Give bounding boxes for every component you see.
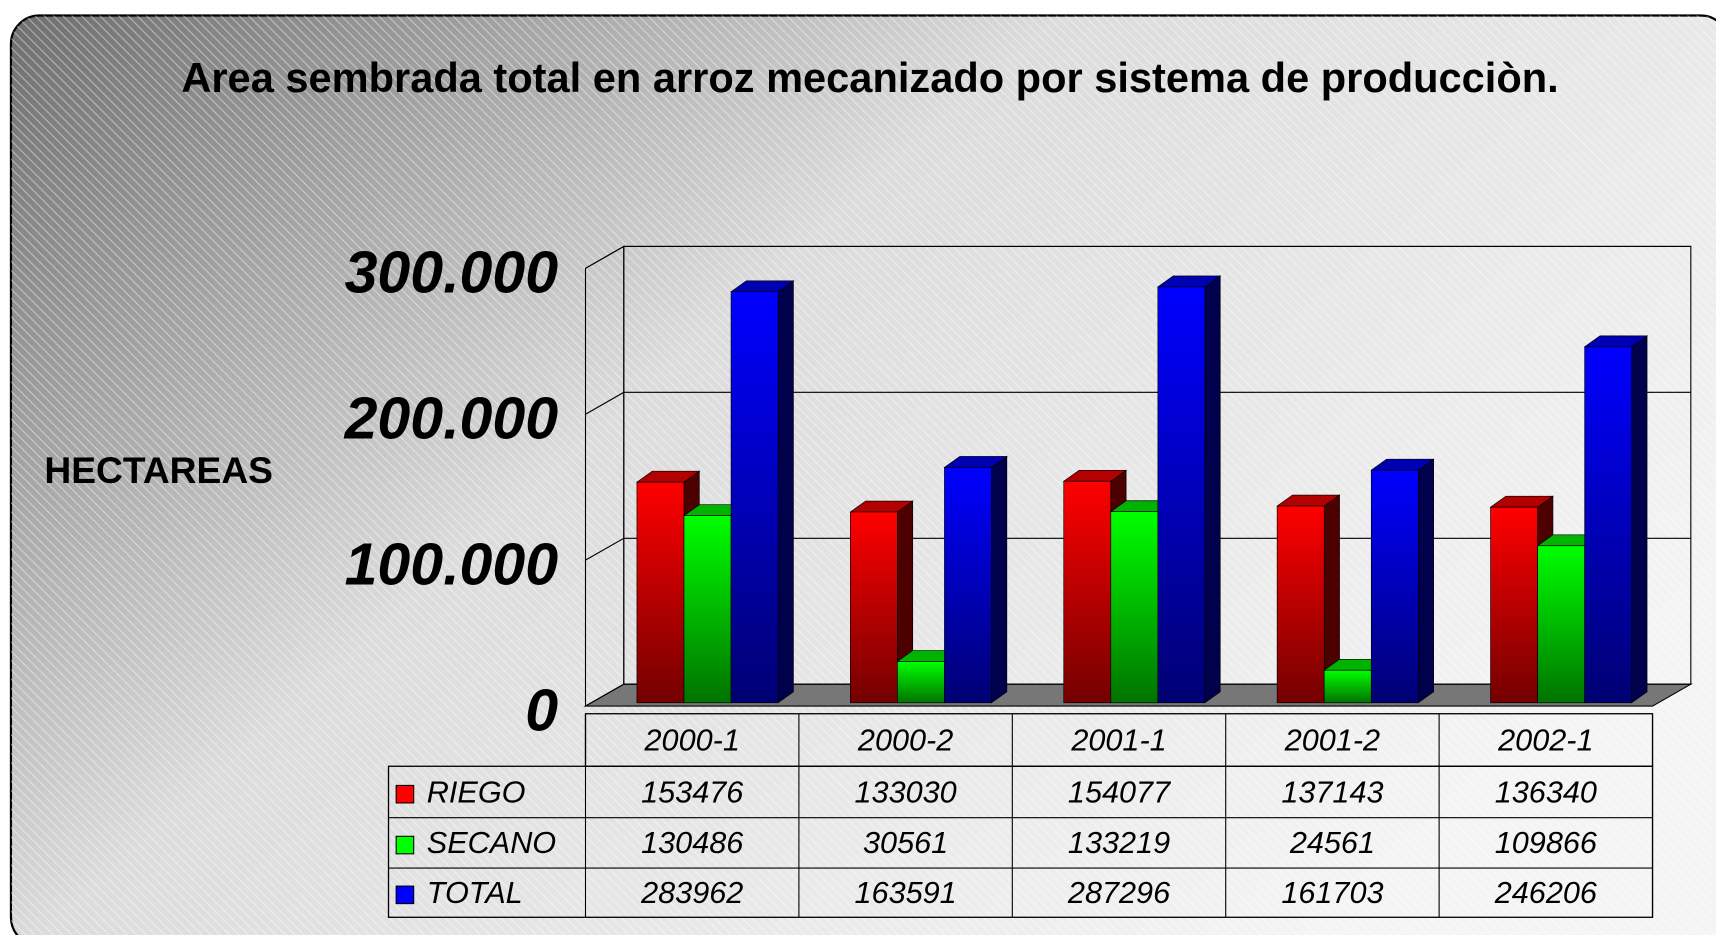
bar [1156,275,1222,704]
legend-label: TOTAL [427,876,523,910]
table-value: 287296 [1067,876,1171,910]
table-value: 161703 [1281,876,1383,910]
grid-line [585,391,1691,415]
bar-front [1490,506,1538,704]
legend-label: RIEGO [427,775,526,809]
x-tick-label: 2001-2 [1284,723,1380,757]
legend-swatch [395,835,415,855]
bar-front [1157,286,1206,704]
chart-title: Area sembrada total en arroz mecanizado … [181,56,1559,102]
bar [1370,458,1435,704]
title-container: Area sembrada total en arroz mecanizado … [181,56,1559,102]
y-tick-label: 0 [525,677,558,743]
table-value: 109866 [1495,826,1598,860]
table-value: 130486 [641,826,744,860]
table-value: 136340 [1495,775,1597,809]
bar-front [730,291,779,704]
bar [1583,335,1649,704]
table-value: 283962 [640,876,743,910]
y-tick-label: 200.000 [344,386,559,452]
table-value: 163591 [855,876,957,910]
legend-swatch [395,885,415,905]
x-tick-label: 2000-1 [644,723,740,757]
bar-side [777,280,794,704]
table-value: 153476 [641,775,744,809]
bar-front [1323,669,1372,704]
bar [849,500,914,704]
bar-side [1417,458,1434,704]
bar-front [897,661,945,704]
y-tick-label: 100.000 [345,532,559,598]
bar-side [1204,275,1221,704]
bar-side [1631,335,1648,704]
table-value: 137143 [1281,775,1383,809]
table-value: 133030 [855,775,957,809]
bar-front [1370,469,1419,704]
bar [1276,494,1341,704]
x-tick-label: 2001-1 [1070,723,1166,757]
legend-label: SECANO [427,826,556,860]
bar-front [1276,505,1325,704]
x-tick-label: 2000-2 [857,723,953,757]
bar-front [944,467,992,704]
bar-front [1584,346,1633,704]
grid-line [585,245,1691,269]
table-value: 30561 [863,826,948,860]
bar-front [850,511,898,704]
table-value: 246206 [1494,876,1598,910]
bar-front [1537,545,1586,704]
table-value: 24561 [1289,826,1375,860]
y-tick-label: 300.000 [345,240,559,306]
table-value: 154077 [1068,775,1171,809]
bar-front [636,481,685,704]
plot: 0 100.000 200.000 300.000 2000-1 2000-2 2001-1… [344,240,1693,918]
x-tick-label: 2002-1 [1497,723,1593,757]
bar [943,455,1008,704]
legend-swatch [395,784,415,804]
bar-front [1063,480,1112,704]
bar-front [1110,511,1159,704]
bar-side [991,455,1008,704]
y-axis-label: HECTAREAS [44,449,273,491]
table-value: 133219 [1068,826,1170,860]
bar-front [683,515,732,704]
bar [730,280,795,704]
